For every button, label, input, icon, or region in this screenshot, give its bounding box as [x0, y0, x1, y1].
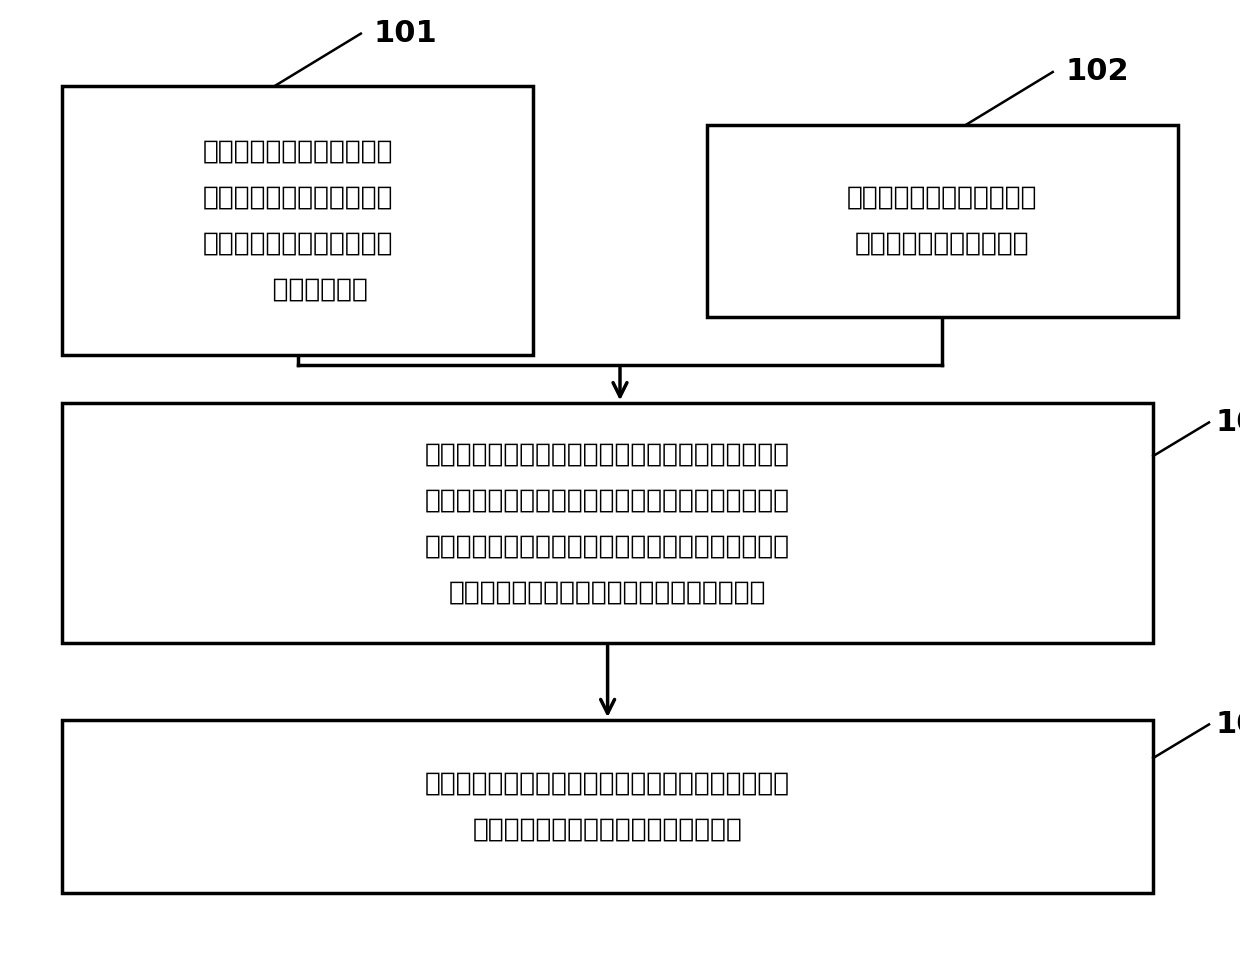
Text: 103: 103: [1215, 408, 1240, 437]
Text: 101: 101: [373, 19, 436, 48]
FancyBboxPatch shape: [62, 403, 1153, 643]
Text: 建立雷击点到安装避雷器杆: 建立雷击点到安装避雷器杆: [847, 184, 1038, 211]
Text: 塔距离的雷击率计算模型: 塔距离的雷击率计算模型: [856, 230, 1029, 257]
Text: 将雷击点位置情况分类，分: 将雷击点位置情况分类，分: [202, 138, 393, 165]
Text: 102: 102: [1065, 58, 1128, 86]
Text: 判断若雷击跳闸次数之和小于预置的值，则架空线路: 判断若雷击跳闸次数之和小于预置的值，则架空线路: [425, 770, 790, 797]
Text: 保护的杆塔以及雷击有避雷: 保护的杆塔以及雷击有避雷: [202, 230, 393, 257]
Text: 雷击有避雷器保护的杆塔的雷击跳闸次数之和: 雷击有避雷器保护的杆塔的雷击跳闸次数之和: [449, 579, 766, 606]
Text: 根据雷击率计算模型计算雷击导线、雷击无避雷器保: 根据雷击率计算模型计算雷击导线、雷击无避雷器保: [425, 441, 790, 468]
Text: 104: 104: [1215, 709, 1240, 739]
Text: 避雷器隔基配置的直击雷防护效果良好: 避雷器隔基配置的直击雷防护效果良好: [472, 816, 743, 843]
Text: 器保护的杆塔: 器保护的杆塔: [227, 276, 368, 303]
FancyBboxPatch shape: [62, 86, 533, 355]
Text: 数，并得到雷击导线、雷击无避雷器保护的杆塔以及: 数，并得到雷击导线、雷击无避雷器保护的杆塔以及: [425, 533, 790, 560]
FancyBboxPatch shape: [62, 720, 1153, 893]
Text: 为雷击导线、雷击无避雷器: 为雷击导线、雷击无避雷器: [202, 184, 393, 211]
Text: 护的杆塔以及雷击有避雷器保护的杆塔的雷击跳闸次: 护的杆塔以及雷击有避雷器保护的杆塔的雷击跳闸次: [425, 487, 790, 514]
FancyBboxPatch shape: [707, 125, 1178, 317]
